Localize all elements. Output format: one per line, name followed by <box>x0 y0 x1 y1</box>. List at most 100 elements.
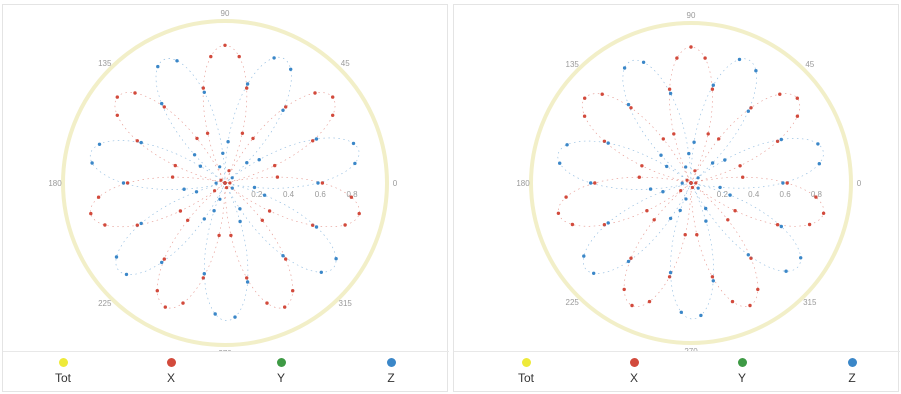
radial-tick-label: 0.6 <box>315 190 327 199</box>
legend-dot-tot <box>58 358 68 367</box>
series-z-point <box>182 187 186 191</box>
series-z-point <box>192 153 197 157</box>
series-x-point <box>640 164 644 168</box>
legend-dot-z <box>847 358 857 367</box>
series-x-point <box>741 175 745 179</box>
series-z-point <box>281 108 285 113</box>
series-z-point <box>746 109 750 113</box>
series-x-point <box>349 195 354 199</box>
legend-item-tot[interactable]: Tot <box>43 356 83 385</box>
legend-item-x[interactable]: X <box>151 356 191 385</box>
series-x-point <box>133 91 137 95</box>
series-x-point <box>593 181 597 185</box>
series-z-point <box>704 206 708 211</box>
legend-dot-z <box>386 358 396 367</box>
series-x-point <box>738 164 742 168</box>
series-x-curve <box>557 46 825 307</box>
series-z-point <box>723 158 727 162</box>
angle-tick-label: 135 <box>566 60 580 69</box>
series-x-point <box>629 256 633 260</box>
legend-item-z[interactable]: Z <box>371 356 411 385</box>
series-z-point <box>139 221 143 226</box>
series-x-point <box>652 218 656 222</box>
legend-label-z: Z <box>848 371 856 385</box>
series-z-point <box>289 67 293 71</box>
radial-tick-label: 0.2 <box>251 190 263 199</box>
series-z-point <box>97 142 102 146</box>
legend-item-tot[interactable]: Tot <box>506 356 546 385</box>
angle-tick-label: 225 <box>566 298 580 307</box>
legend-label-tot: Tot <box>517 371 534 385</box>
series-x-point <box>583 96 587 100</box>
series-z-point <box>245 280 250 284</box>
series-z-point <box>699 313 703 318</box>
series-z-point <box>202 217 206 221</box>
polar-plot-left: 0 45 90 135 180 225 270 315 0.2 0.4 0.6 0.8 <box>48 9 397 351</box>
series-x-point <box>186 218 190 222</box>
legend-label-x: X <box>629 371 638 385</box>
series-z-point <box>779 137 783 142</box>
legend-item-y[interactable]: Y <box>261 356 301 385</box>
legend-item-y[interactable]: Y <box>722 356 762 385</box>
series-x-point <box>265 301 269 305</box>
series-z-point <box>817 162 821 166</box>
center-point <box>684 165 688 169</box>
angle-tick-label: 270 <box>218 349 232 351</box>
legend-right: Tot X Y Z <box>454 351 900 392</box>
series-x-point <box>748 303 752 308</box>
series-z-point <box>626 102 631 107</box>
series-x-point <box>181 301 185 305</box>
series-x-point <box>195 136 199 141</box>
series-z-point <box>139 140 143 145</box>
polar-chart-left: 0 45 90 135 180 225 270 315 0.2 0.4 0.6 0.8 Tot X Y… <box>2 4 449 392</box>
legend-item-x[interactable]: X <box>614 356 654 385</box>
series-x-point <box>602 139 607 143</box>
series-x-point <box>155 289 159 293</box>
series-z-point <box>226 140 230 144</box>
series-z-point <box>221 151 225 155</box>
legend-left: Tot X Y Z <box>3 351 449 392</box>
series-x-point <box>756 287 760 292</box>
radial-tick-label: 0.8 <box>811 190 823 199</box>
radial-tick-label: 0.4 <box>748 190 760 199</box>
series-z-point <box>687 151 691 156</box>
legend-label-tot: Tot <box>54 371 71 385</box>
series-x-point <box>637 175 641 179</box>
series-z-point <box>606 221 610 225</box>
series-x-point <box>283 305 287 309</box>
series-z-point <box>90 161 94 165</box>
series-z-point <box>124 272 129 277</box>
series-z-point <box>622 66 627 70</box>
series-x-point <box>162 257 166 261</box>
series-z-point <box>659 153 663 157</box>
series-tot-ring <box>61 19 389 347</box>
legend-item-z[interactable]: Z <box>832 356 872 385</box>
series-z-point <box>353 161 357 166</box>
series-x-point <box>582 114 587 118</box>
series-z-point <box>198 164 203 168</box>
series-x-point <box>267 209 272 213</box>
center-point <box>694 181 698 185</box>
series-x-point <box>733 209 737 213</box>
angle-tick-label: 90 <box>221 9 230 18</box>
series-z-point <box>316 181 320 185</box>
series-z-point <box>334 257 338 261</box>
series-x-point <box>201 276 205 280</box>
series-x-point <box>683 233 687 237</box>
series-z-point <box>233 315 237 319</box>
center-point <box>690 185 695 190</box>
series-z-point <box>238 219 242 224</box>
legend-dot-tot <box>521 358 531 367</box>
series-x-point <box>320 181 325 185</box>
series-z-point <box>202 90 206 95</box>
series-x-point <box>689 45 693 49</box>
center-point <box>685 178 689 182</box>
series-x-point <box>245 276 249 280</box>
series-x-point <box>240 131 245 135</box>
center-point <box>693 169 697 173</box>
series-x-point <box>675 56 679 60</box>
series-z-point <box>678 208 682 213</box>
series-x-point <box>726 218 730 222</box>
series-z-point <box>281 254 285 258</box>
center-point <box>214 181 218 185</box>
